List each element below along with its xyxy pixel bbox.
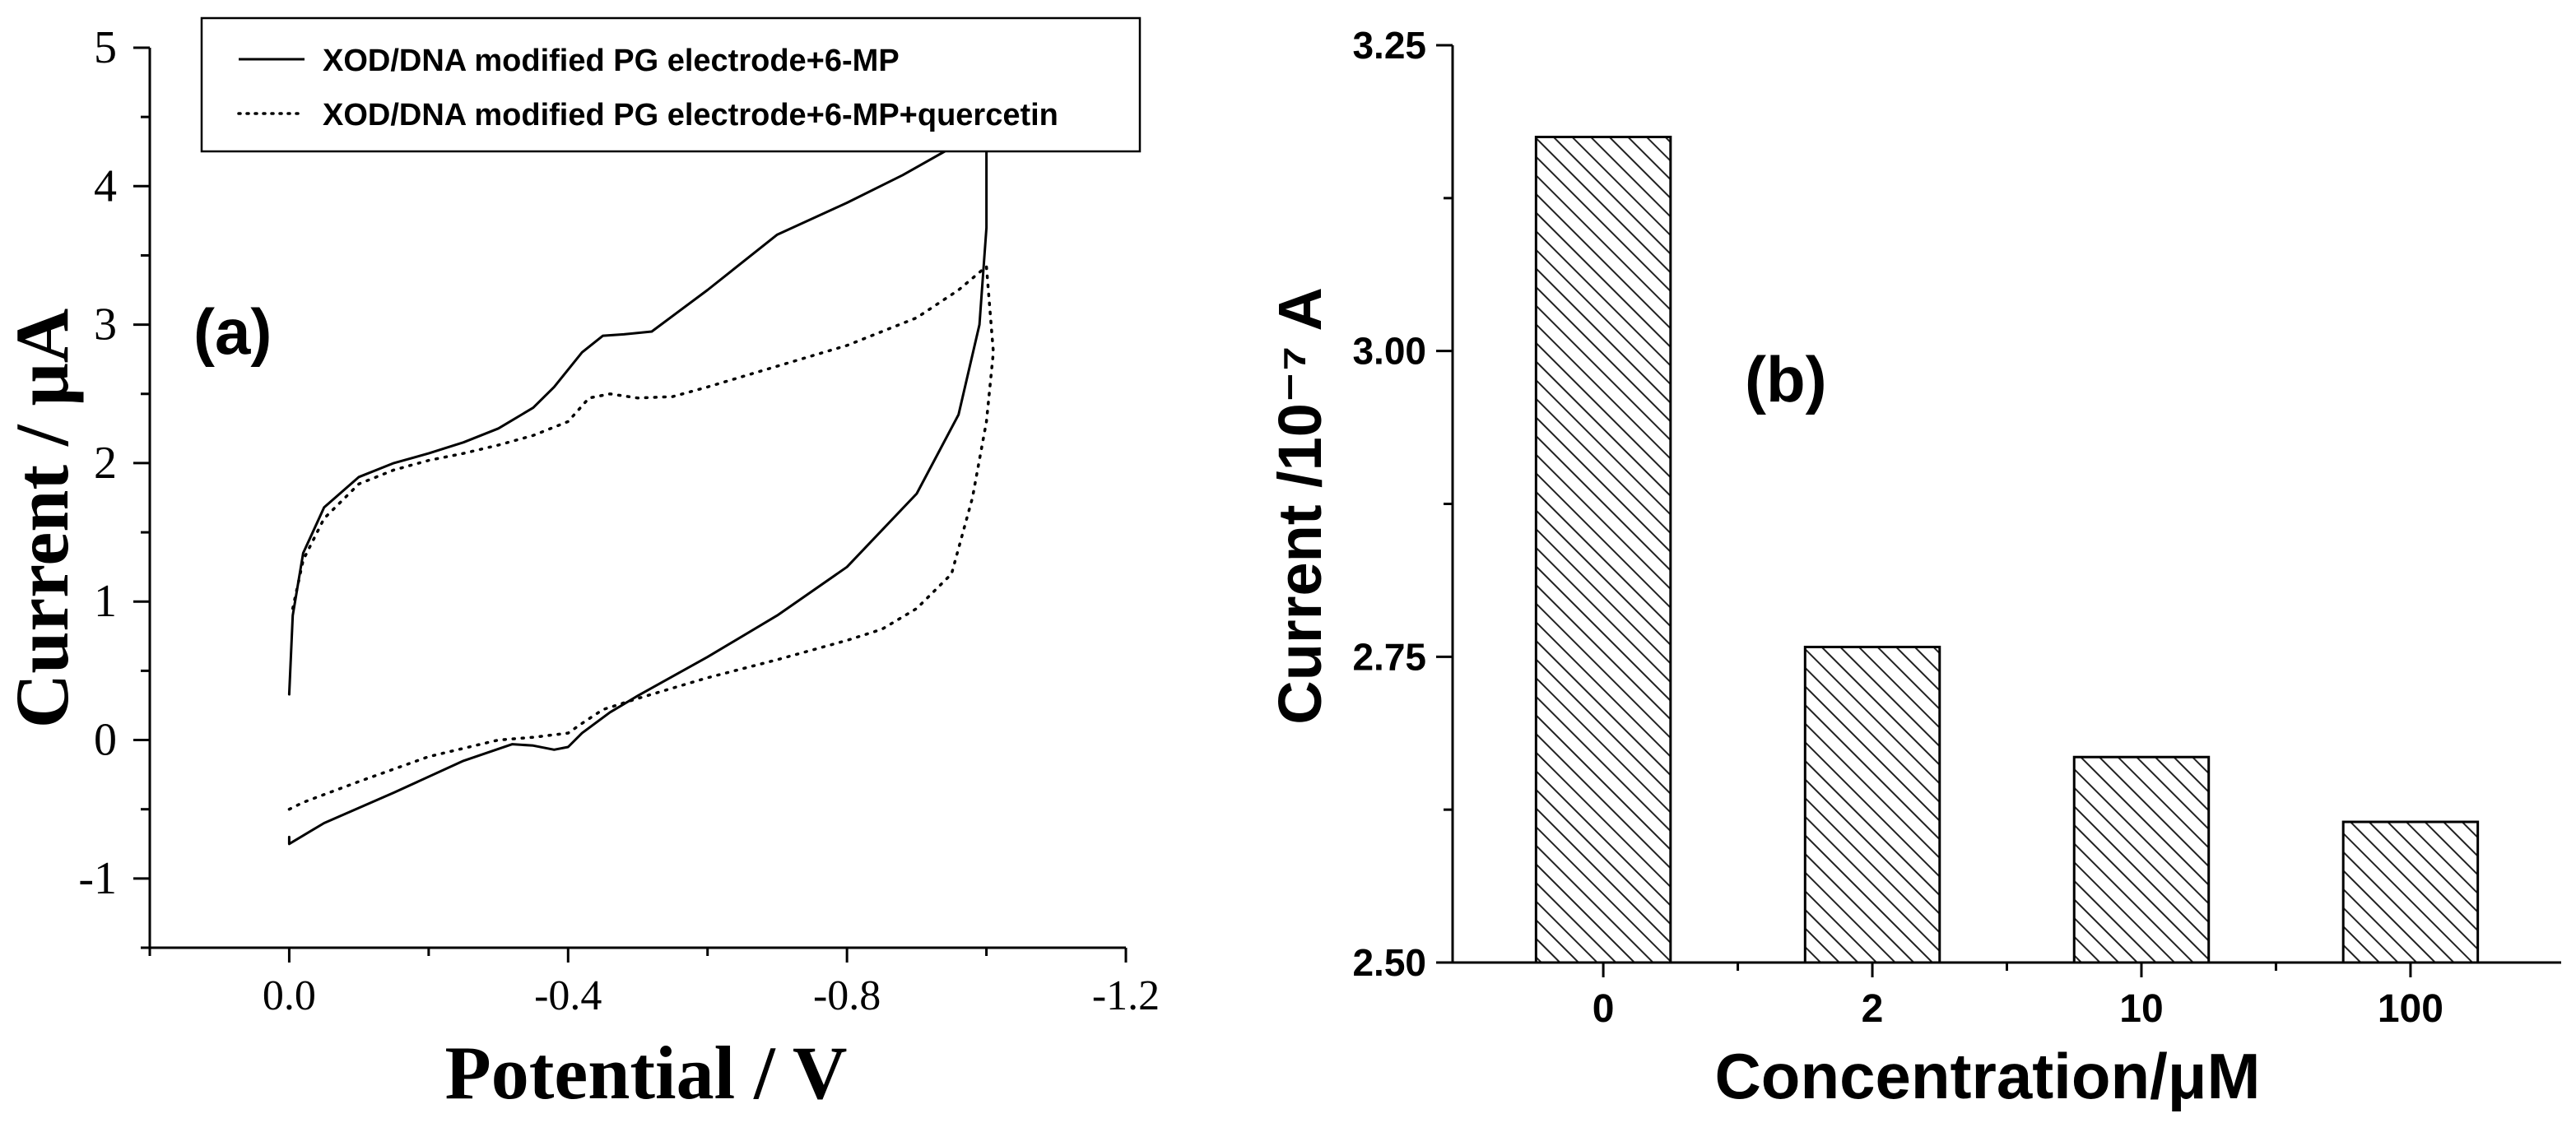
panel-b-x-tick-label: 2 [1862, 987, 1884, 1031]
panel-b-y-tick-label: 3.25 [1352, 24, 1426, 67]
panel-a-y-tick-label: 5 [94, 22, 117, 73]
bar-concentration-100 [2341, 820, 2480, 964]
panel-b-x-tick-label: 10 [2119, 987, 2163, 1031]
panel-a-x-tick-label: -0.4 [534, 972, 602, 1019]
panel-a-x-tick-label: -1.2 [1092, 972, 1160, 1019]
panel-b-y-tick-label: 3.00 [1352, 330, 1426, 373]
legend-box [200, 16, 1142, 153]
panel-a-legend: XOD/DNA modified PG electrode+6-MP XOD/D… [200, 16, 1142, 153]
panel-b-bars [1534, 136, 2480, 964]
panel-b-x-tick-label: 0 [1593, 987, 1615, 1031]
panel-b-x-axis-title: Concentration/μM [1714, 1040, 2260, 1112]
panel-a-x-tick-label: -0.8 [813, 972, 881, 1019]
panel-a-axes: 0.0 -0.4 -0.8 -1.2 -1 0 1 2 3 4 5 [78, 22, 1160, 1019]
bar-concentration-10 [2072, 755, 2211, 964]
panel-a-label: (a) [193, 295, 272, 368]
panel-a-x-axis-title: Potential / V [445, 1031, 848, 1115]
panel-a-y-tick-label: 4 [94, 160, 117, 211]
legend-entry-6mp-quercetin: XOD/DNA modified PG electrode+6-MP+querc… [323, 98, 1058, 132]
panel-a-y-axis-title: Current / μA [0, 309, 84, 728]
panel-b-label: (b) [1745, 343, 1827, 415]
panel-b-y-tick-label: 2.75 [1352, 635, 1426, 678]
panel-a-cyclic-voltammogram: 0.0 -0.4 -0.8 -1.2 -1 0 1 2 3 4 5 (a) Potential / … [0, 16, 1160, 1115]
panel-a-y-tick-label: 2 [94, 438, 117, 489]
panel-a-x-tick-label: 0.0 [263, 972, 316, 1019]
panel-b-bar-chart: 2.50 2.75 3.00 3.25 0 2 10 100 (b) Concentratio… [1266, 24, 2561, 1112]
bar-concentration-0 [1534, 136, 1672, 964]
legend-entry-6mp: XOD/DNA modified PG electrode+6-MP [323, 44, 900, 78]
series-line-6mp [287, 113, 988, 846]
panel-a-series-group [287, 113, 995, 846]
panel-a-y-tick-label: 1 [94, 576, 117, 627]
panel-b-y-tick-label: 2.50 [1352, 941, 1426, 984]
panel-b-y-axis-title: Current /10⁻⁷ A [1266, 287, 1334, 725]
bar-concentration-2 [1803, 645, 1941, 964]
panel-a-y-tick-label: -1 [78, 853, 117, 904]
panel-a-y-tick-label: 0 [94, 715, 117, 766]
panel-a-y-tick-label: 3 [94, 299, 117, 350]
series-line-6mp-quercetin [287, 265, 995, 811]
panel-b-x-tick-label: 100 [2378, 987, 2443, 1031]
